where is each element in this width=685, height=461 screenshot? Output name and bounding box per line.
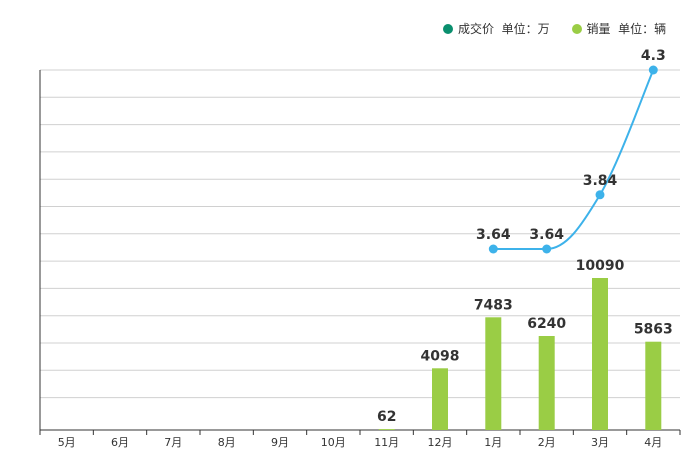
bar-value-label-7: 62 — [377, 409, 396, 425]
legend-item-price[interactable]: 成交价 单位：万 — [443, 20, 550, 37]
bar-value-label-12: 5863 — [634, 322, 673, 338]
chart-legend: 成交价 单位：万 销量 单位：辆 — [443, 20, 684, 37]
price-value-label-12: 4.3 — [641, 48, 666, 64]
bar-value-label-8: 4098 — [421, 348, 460, 364]
price-point-12 — [648, 65, 658, 75]
price-line — [493, 69, 655, 250]
bar-9 — [485, 317, 502, 430]
x-tick-label-3: 7月 — [164, 436, 182, 449]
legend-sales-unit: 单位：辆 — [618, 22, 667, 36]
x-tick-label-7: 11月 — [374, 436, 399, 449]
x-tick-label-2: 6月 — [111, 436, 129, 449]
legend-sales-label: 销量 — [586, 22, 611, 36]
price-value-label-11: 3.84 — [583, 173, 618, 189]
x-tick-label-5: 9月 — [271, 436, 289, 449]
price-point-10 — [542, 244, 552, 254]
bar-12 — [645, 341, 662, 430]
bar-value-label-9: 7483 — [474, 297, 513, 313]
bar-10 — [538, 336, 555, 430]
bar-value-label-11: 10090 — [576, 258, 625, 274]
x-tick-label-11: 3月 — [591, 436, 609, 449]
legend-sales-dot — [571, 24, 582, 34]
x-tick-label-10: 2月 — [538, 436, 556, 449]
price-point-9 — [488, 244, 498, 254]
x-tick-label-1: 5月 — [58, 436, 76, 449]
price-point-11 — [595, 190, 605, 200]
bar-7 — [378, 429, 395, 430]
bar-11 — [592, 278, 608, 430]
legend-price-dot — [443, 24, 453, 34]
bar-8 — [432, 368, 448, 430]
x-tick-label-4: 8月 — [218, 436, 236, 449]
x-tick-label-6: 10月 — [321, 436, 346, 449]
bar-value-label-10: 6240 — [527, 316, 566, 332]
price-value-label-10: 3.64 — [529, 227, 564, 243]
x-tick-label-9: 1月 — [484, 436, 502, 449]
x-tick-label-12: 4月 — [644, 436, 662, 449]
legend-price-unit: 单位：万 — [501, 22, 550, 36]
x-tick-label-8: 12月 — [428, 436, 453, 449]
legend-price-label: 成交价 — [458, 22, 495, 36]
legend-item-sales[interactable]: 销量 单位：辆 — [571, 20, 667, 37]
price-value-label-9: 3.64 — [476, 227, 511, 243]
